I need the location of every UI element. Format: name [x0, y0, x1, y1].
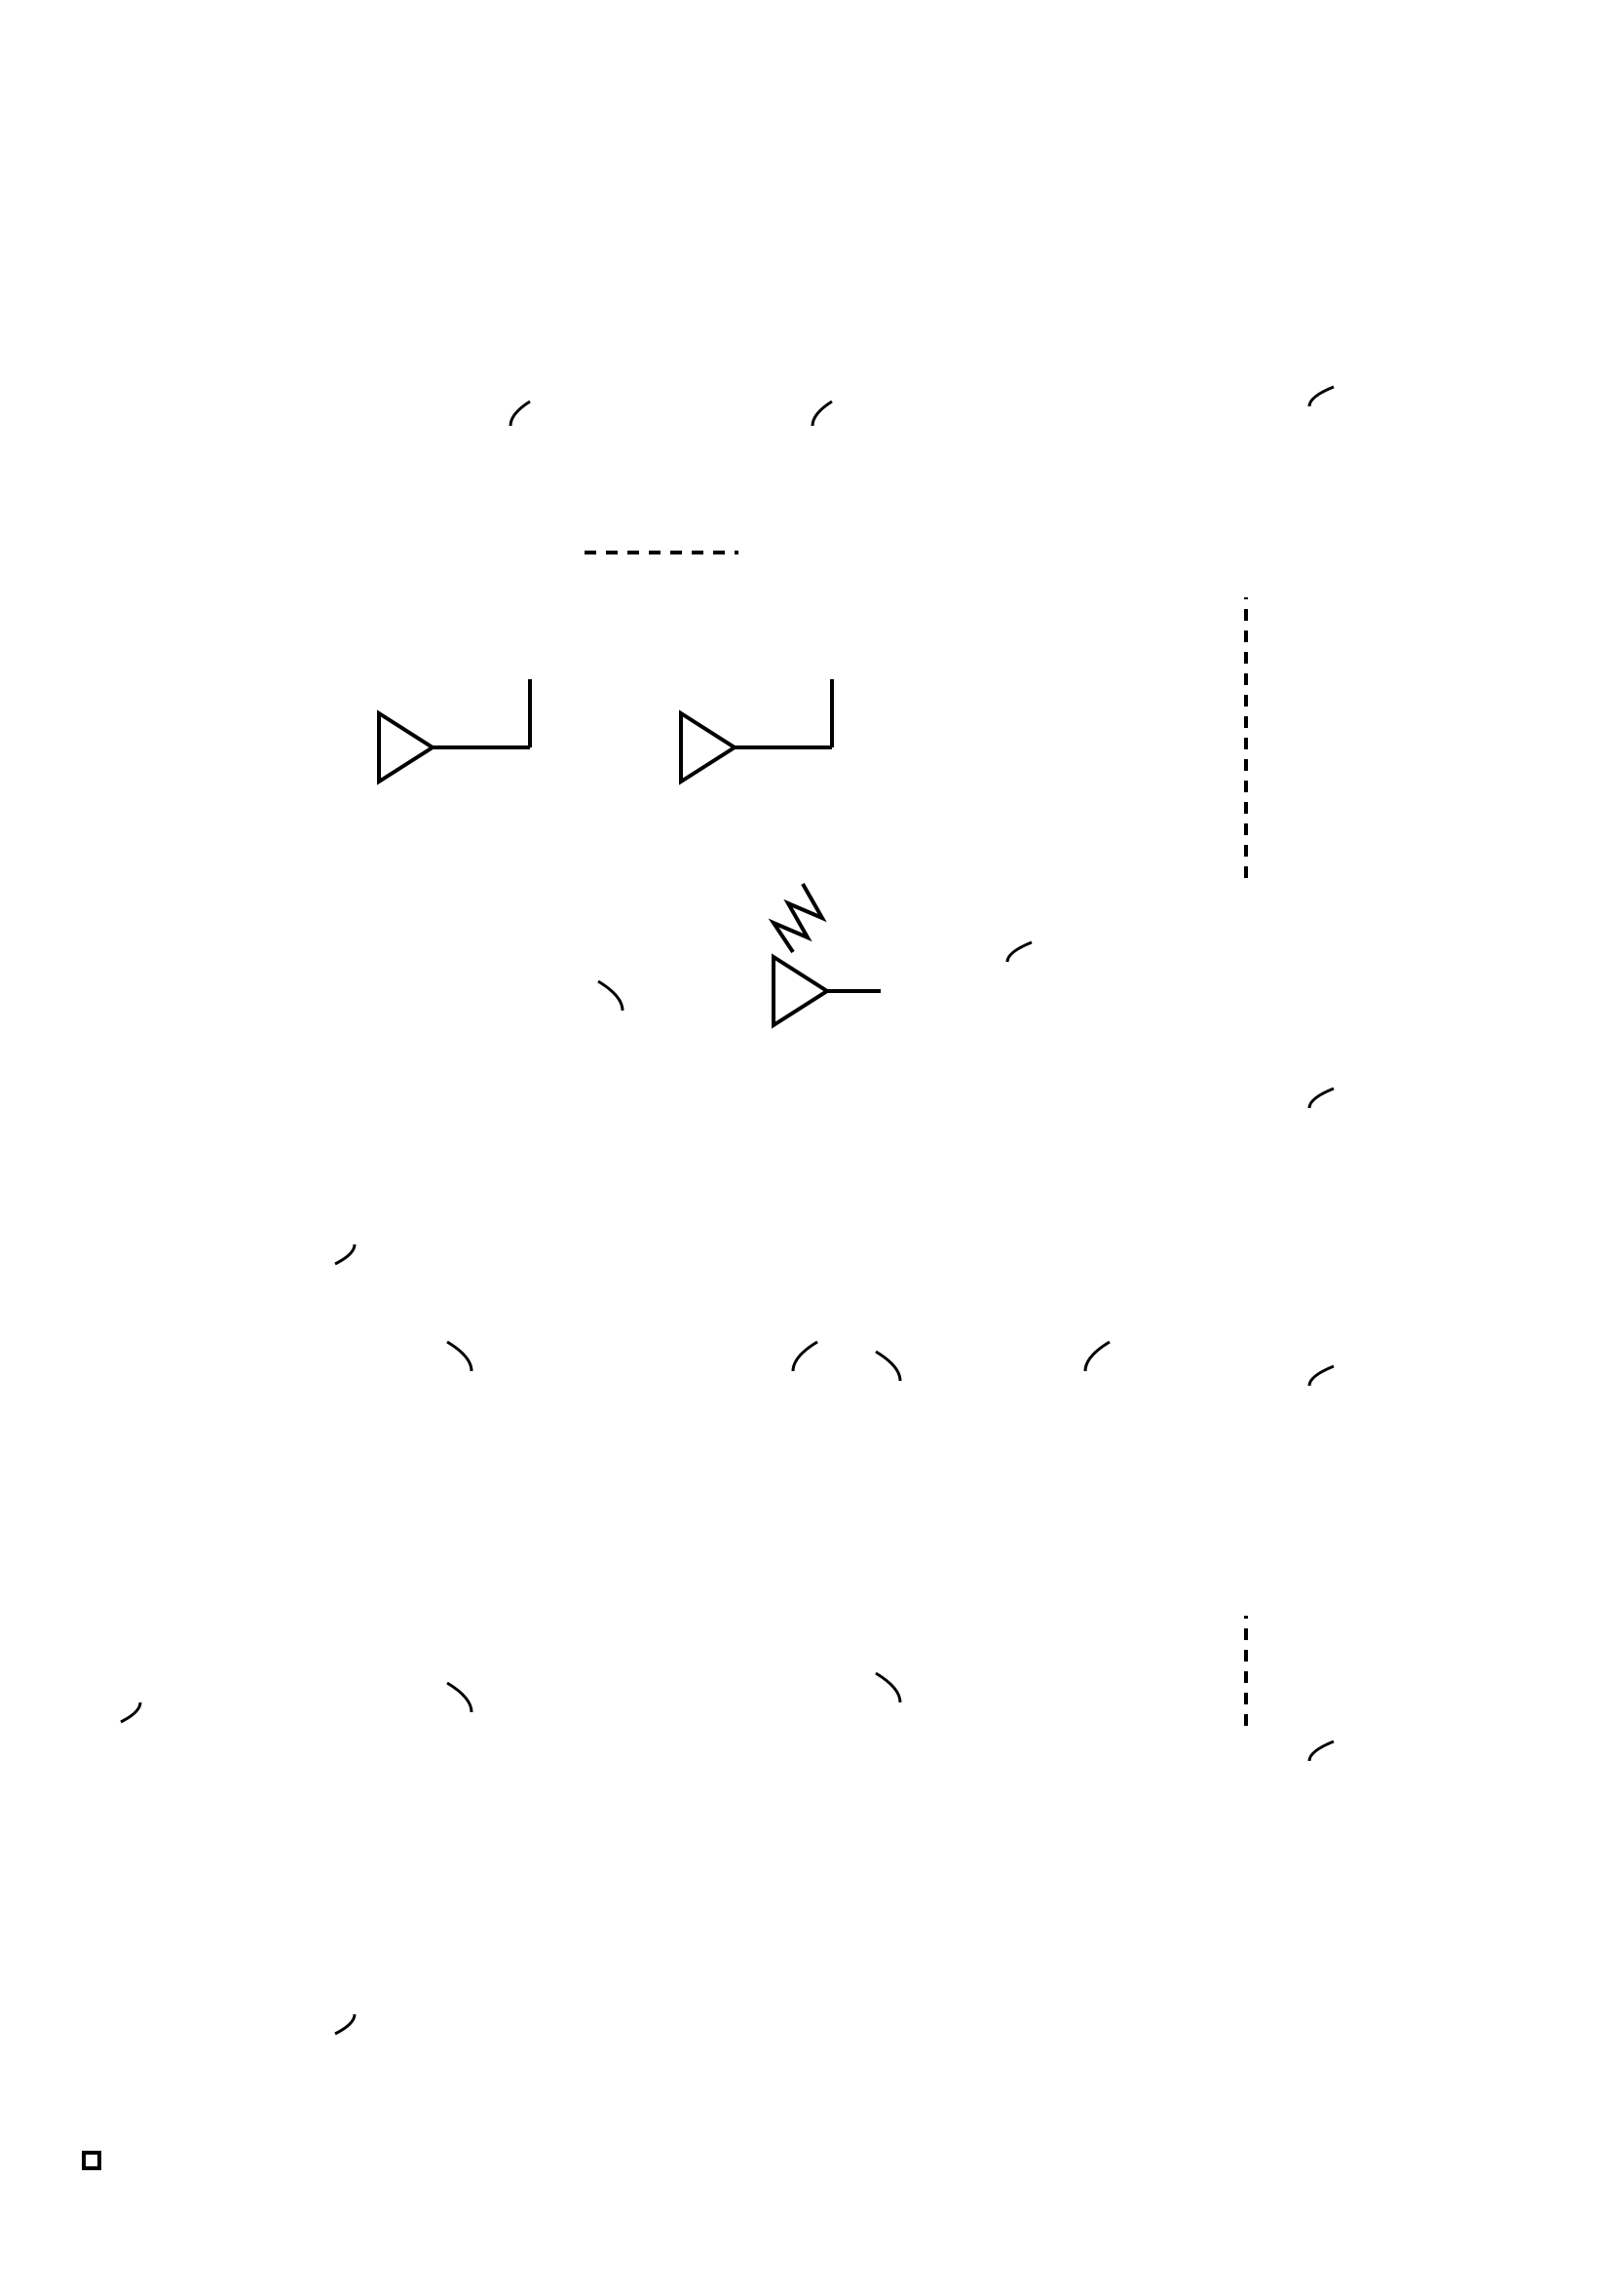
system-title	[92, 163, 238, 222]
connectors-overlay	[82, 124, 1543, 2170]
electronic-money-terminal-n-box	[82, 2151, 101, 2170]
group-reference-number	[325, 2017, 466, 2063]
